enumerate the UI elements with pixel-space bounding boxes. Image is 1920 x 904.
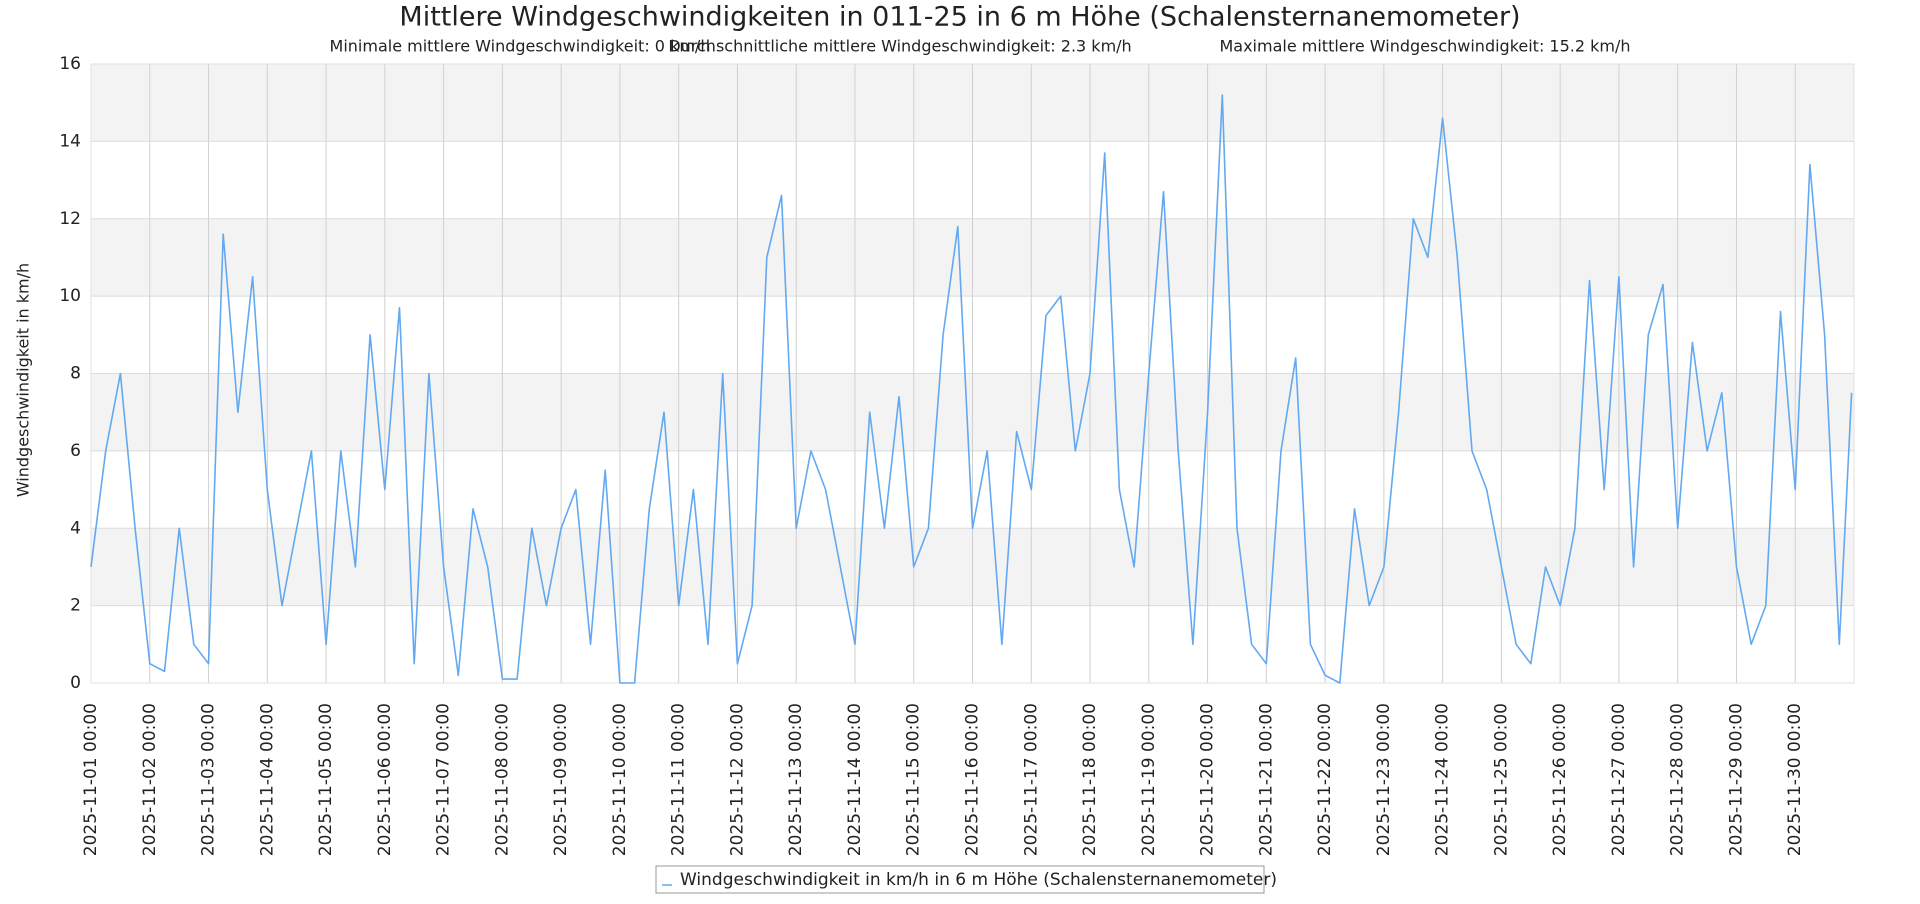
chart-title: Mittlere Windgeschwindigkeiten in 011-25… xyxy=(399,2,1520,33)
x-tick-label: 2025-11-24 00:00 xyxy=(1433,703,1453,856)
x-tick-label: 2025-11-26 00:00 xyxy=(1550,703,1570,856)
x-tick-label: 2025-11-29 00:00 xyxy=(1726,703,1746,856)
x-tick-label: 2025-11-16 00:00 xyxy=(963,703,983,856)
x-tick-label: 2025-11-17 00:00 xyxy=(1021,703,1041,856)
legend-box xyxy=(655,865,1265,894)
x-tick-label: 2025-11-08 00:00 xyxy=(492,703,512,856)
x-tick-label: 2025-11-04 00:00 xyxy=(257,703,277,856)
x-tick-label: 2025-11-03 00:00 xyxy=(199,703,219,856)
y-tick-label: 16 xyxy=(59,54,81,74)
x-tick-label: 2025-11-13 00:00 xyxy=(786,703,806,856)
x-tick-label: 2025-11-22 00:00 xyxy=(1315,703,1335,856)
x-tick-label: 2025-11-10 00:00 xyxy=(610,703,630,856)
y-tick-label: 6 xyxy=(70,441,81,461)
y-tick-label: 10 xyxy=(59,286,81,306)
y-tick-label: 8 xyxy=(70,364,81,384)
x-tick-label: 2025-11-23 00:00 xyxy=(1374,703,1394,856)
x-tick-label: 2025-11-09 00:00 xyxy=(551,703,571,856)
x-tick-label: 2025-11-11 00:00 xyxy=(669,703,689,856)
y-tick-label: 14 xyxy=(59,131,81,151)
subtitle: Minimale mittlere Windgeschwindigkeit: 0… xyxy=(330,37,711,56)
x-tick-label: 2025-11-01 00:00 xyxy=(81,703,101,856)
y-tick-label: 0 xyxy=(70,673,81,693)
y-tick-label: 2 xyxy=(70,596,81,616)
x-tick-label: 2025-11-05 00:00 xyxy=(316,703,336,856)
plot-frame xyxy=(90,63,1855,684)
x-tick-label: 2025-11-12 00:00 xyxy=(727,703,747,856)
x-tick-label: 2025-11-25 00:00 xyxy=(1491,703,1511,856)
x-tick-label: 2025-11-07 00:00 xyxy=(434,703,454,856)
x-tick-label: 2025-11-27 00:00 xyxy=(1609,703,1629,856)
y-tick-label: 4 xyxy=(70,518,81,538)
legend-label: Windgeschwindigkeit in km/h in 6 m Höhe … xyxy=(680,870,1277,890)
data-line xyxy=(90,94,1853,684)
legend: Windgeschwindigkeit in km/h in 6 m Höhe … xyxy=(655,865,1277,894)
x-tick-label: 2025-11-30 00:00 xyxy=(1785,703,1805,856)
x-tick-label: 2025-11-14 00:00 xyxy=(845,703,865,856)
subtitle: Durchschnittliche mittlere Windgeschwind… xyxy=(668,37,1131,56)
x-tick-label: 2025-11-06 00:00 xyxy=(375,703,395,856)
x-tick-label: 2025-11-21 00:00 xyxy=(1256,703,1276,856)
y-axis-label: Windgeschwindigkeit in km/h xyxy=(14,263,33,497)
x-tick-label: 2025-11-02 00:00 xyxy=(140,703,160,856)
x-tick-label: 2025-11-15 00:00 xyxy=(904,703,924,856)
x-tick-label: 2025-11-20 00:00 xyxy=(1198,703,1218,856)
x-tick-label: 2025-11-19 00:00 xyxy=(1139,703,1159,856)
y-tick-label: 12 xyxy=(59,209,81,229)
x-tick-label: 2025-11-18 00:00 xyxy=(1080,703,1100,856)
x-tick-label: 2025-11-28 00:00 xyxy=(1668,703,1688,856)
subtitle: Maximale mittlere Windgeschwindigkeit: 1… xyxy=(1219,37,1630,56)
